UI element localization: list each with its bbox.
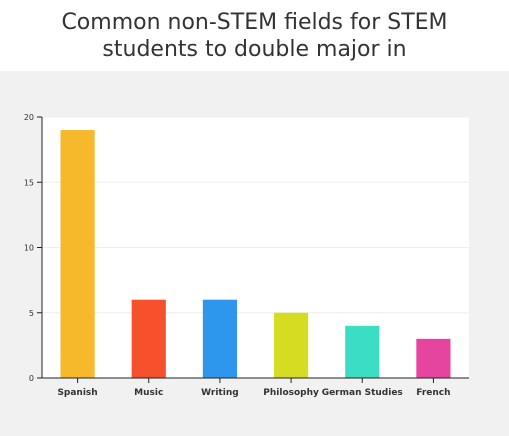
- bar-german-studies[interactable]: [345, 325, 380, 378]
- bar-philosophy[interactable]: [274, 312, 309, 378]
- bar-french[interactable]: [416, 338, 451, 378]
- bar-music[interactable]: [131, 299, 166, 378]
- bar-writing[interactable]: [202, 299, 237, 378]
- gridlines: [42, 116, 469, 314]
- x-tick-label: Writing: [201, 388, 239, 398]
- x-tick-label: Philosophy: [263, 388, 319, 398]
- y-tick-label: 15: [24, 178, 34, 187]
- x-tick-label: Spanish: [57, 388, 97, 398]
- x-tick-label: French: [416, 388, 450, 398]
- bars: [60, 130, 451, 378]
- y-tick-label: 20: [24, 113, 34, 122]
- y-tick-label: 10: [24, 244, 34, 253]
- x-tick-label: German Studies: [322, 388, 403, 398]
- bar-spanish[interactable]: [60, 130, 95, 378]
- x-tick-label: Music: [134, 388, 163, 398]
- y-axis-ticks: 0 5 10 15 20: [24, 113, 42, 383]
- chart-title: Common non-STEM fields for STEM students…: [61, 10, 448, 62]
- y-tick-label: 5: [29, 309, 34, 318]
- x-axis-ticks: Spanish Music Writing Philosophy German Stud…: [57, 378, 451, 398]
- y-tick-label: 0: [29, 374, 34, 383]
